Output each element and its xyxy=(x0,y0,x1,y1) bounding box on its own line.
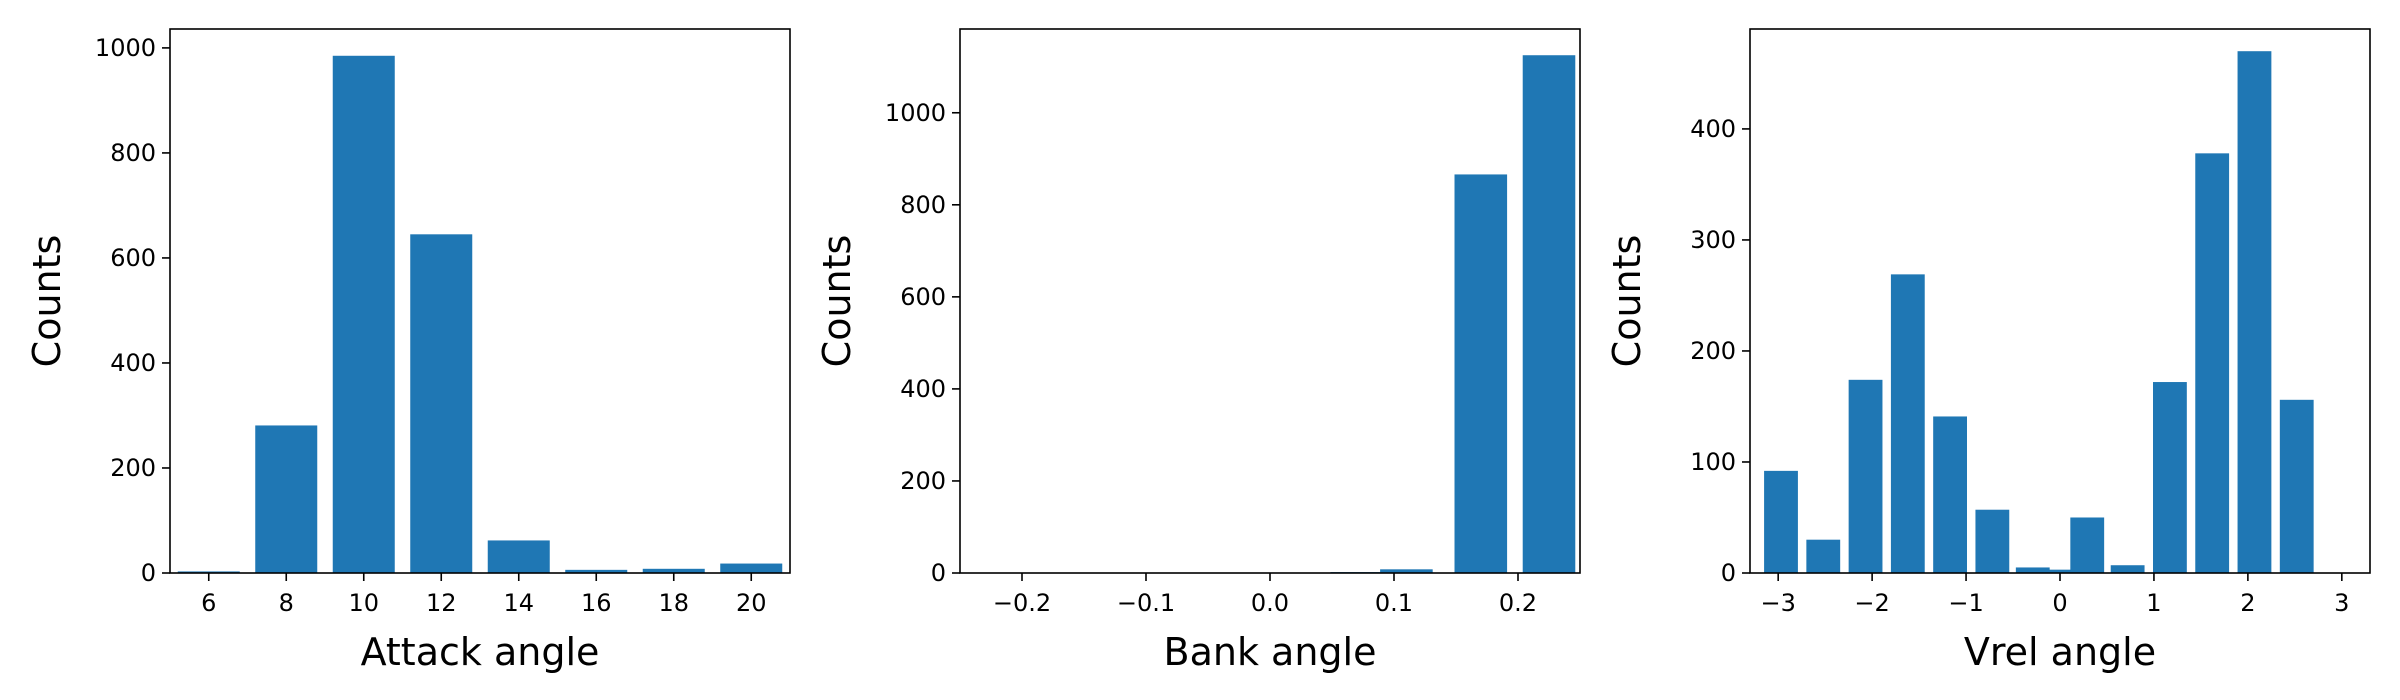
bar xyxy=(487,540,550,573)
x-tick-label: 2 xyxy=(2240,589,2255,617)
y-tick-label: 200 xyxy=(1690,337,1736,365)
bar xyxy=(1380,569,1433,573)
y-tick-label: 200 xyxy=(900,467,946,495)
x-tick-label: 6 xyxy=(201,589,216,617)
bar xyxy=(1890,274,1925,573)
x-tick-label: −1 xyxy=(1948,589,1983,617)
x-tick-label: 1 xyxy=(2146,589,2161,617)
x-tick-label: −3 xyxy=(1760,589,1795,617)
x-axis-label: Vrel angle xyxy=(1964,630,2156,674)
x-tick-label: 12 xyxy=(426,589,457,617)
bars xyxy=(1764,51,2314,573)
y-axis-label: Counts xyxy=(1605,235,1649,368)
bar xyxy=(2195,153,2230,573)
bar xyxy=(1764,470,1798,573)
y-tick-label: 0 xyxy=(141,559,156,587)
y-axis-label: Counts xyxy=(25,235,69,368)
bar xyxy=(720,563,783,573)
bar xyxy=(2110,565,2145,573)
x-tick-label: 3 xyxy=(2334,589,2349,617)
bar xyxy=(1848,379,1883,573)
bar xyxy=(1975,509,2010,573)
x-tick-label: −2 xyxy=(1854,589,1889,617)
x-tick-label: 16 xyxy=(581,589,612,617)
x-axis-label: Bank angle xyxy=(1164,630,1377,674)
y-tick-label: 0 xyxy=(931,559,946,587)
chart-panel-3: −3 −2 −1 0 1 2 3 0 100 200 300 400 Vrel angle Counts xyxy=(1605,28,2371,674)
y-tick-label: 1000 xyxy=(95,34,156,62)
x-tick-label: 20 xyxy=(736,589,767,617)
bar xyxy=(1806,539,1841,573)
bar xyxy=(332,55,395,573)
bar xyxy=(1522,55,1576,574)
bar xyxy=(1454,174,1508,573)
x-tick-label: 10 xyxy=(348,589,379,617)
y-tick-label: 300 xyxy=(1690,226,1736,254)
y-tick-label: 1000 xyxy=(885,99,946,127)
bar xyxy=(1933,416,1967,573)
bar xyxy=(2237,51,2272,573)
x-tick-label: −0.1 xyxy=(1117,589,1175,617)
x-tick-label: 0 xyxy=(2052,589,2067,617)
y-tick-label: 600 xyxy=(900,283,946,311)
bar xyxy=(2015,567,2050,573)
bar xyxy=(410,234,473,573)
bar xyxy=(2070,517,2105,573)
x-tick-label: 18 xyxy=(658,589,689,617)
y-tick-label: 0 xyxy=(1721,559,1736,587)
y-tick-label: 100 xyxy=(1690,448,1736,476)
bar xyxy=(642,568,705,573)
y-tick-label: 400 xyxy=(900,375,946,403)
y-tick-label: 400 xyxy=(1690,115,1736,143)
y-tick-label: 800 xyxy=(900,191,946,219)
bars xyxy=(1330,55,1576,574)
x-tick-label: 0.2 xyxy=(1499,589,1537,617)
y-tick-label: 800 xyxy=(110,139,156,167)
y-axis-label: Counts xyxy=(815,235,859,368)
x-tick-label: 0.1 xyxy=(1375,589,1413,617)
bar xyxy=(2153,382,2187,573)
bar xyxy=(565,569,628,573)
x-tick-label: 8 xyxy=(279,589,294,617)
y-tick-label: 600 xyxy=(110,244,156,272)
bar xyxy=(2279,399,2314,573)
y-tick-label: 400 xyxy=(110,349,156,377)
x-tick-label: −0.2 xyxy=(993,589,1051,617)
y-tick-label: 200 xyxy=(110,454,156,482)
plot-frame xyxy=(169,28,791,574)
x-tick-label: 14 xyxy=(503,589,534,617)
bars xyxy=(177,55,783,573)
x-tick-label: 0.0 xyxy=(1251,589,1289,617)
x-axis-label: Attack angle xyxy=(361,630,600,674)
bar xyxy=(255,425,318,573)
chart-panel-2: −0.2 −0.1 0.0 0.1 0.2 0 200 400 600 800 1000 Bank a… xyxy=(815,28,1581,674)
bar xyxy=(2043,569,2077,573)
plot-frame xyxy=(1749,28,2371,574)
